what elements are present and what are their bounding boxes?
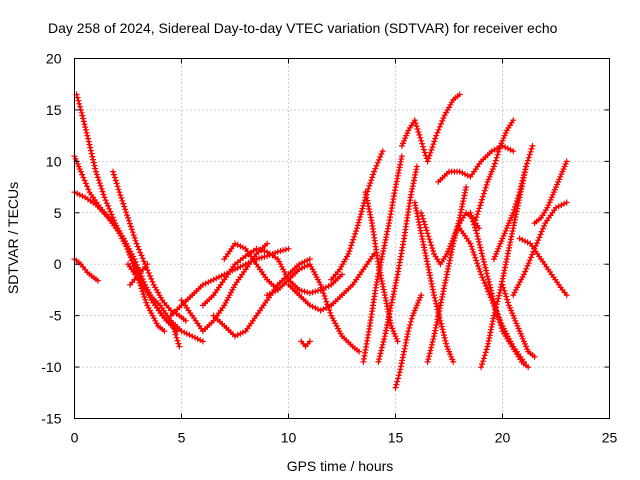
series-sat-ae	[499, 281, 538, 360]
series-markers	[375, 163, 420, 365]
series-sat-s	[375, 163, 420, 365]
series-markers	[178, 240, 271, 335]
series-sat-u	[398, 91, 463, 165]
y-tick-label: -15	[41, 411, 61, 427]
x-tick-label: 5	[178, 430, 186, 446]
series-markers	[167, 245, 292, 319]
series-markers	[471, 117, 517, 227]
series-sat-d	[71, 256, 101, 284]
y-tick-label: 20	[46, 51, 62, 67]
series-markers	[490, 142, 536, 263]
series-sat-x	[424, 184, 470, 365]
series-sat-ac	[471, 117, 517, 227]
series-markers	[199, 245, 345, 309]
y-tick-label: 10	[46, 153, 62, 169]
chart-title: Day 258 of 2024, Sidereal Day-to-day VTE…	[48, 20, 558, 36]
series-sat-i	[199, 245, 345, 309]
y-tick-label: -10	[41, 359, 61, 375]
series-sat-aa	[467, 209, 532, 371]
series-sat-o	[298, 338, 313, 350]
series-sat-k	[210, 256, 313, 340]
x-tick-label: 15	[388, 430, 404, 446]
series-markers	[298, 338, 313, 350]
y-tick-label: 5	[54, 205, 62, 221]
series-markers	[411, 199, 457, 365]
series-sat-q	[362, 189, 401, 345]
series-markers	[285, 250, 378, 314]
series-markers	[110, 168, 189, 324]
series-markers	[516, 235, 570, 299]
series-sat-m	[264, 261, 363, 355]
series-sat-t	[392, 292, 425, 391]
series-markers	[360, 153, 405, 365]
plot-frame	[74, 58, 610, 419]
series-sat-v	[411, 199, 457, 365]
data-series	[71, 91, 570, 391]
series-sat-ah	[531, 158, 570, 227]
x-tick-label: 10	[281, 430, 297, 446]
y-tick-labels: -15 -10 -5 0 5 10 15 20	[41, 51, 61, 427]
series-markers	[398, 91, 463, 165]
tick-marks	[74, 58, 610, 419]
series-sat-ad	[490, 142, 536, 263]
series-sat-n	[285, 250, 378, 314]
x-tick-label: 25	[602, 430, 618, 446]
series-sat-r	[360, 153, 405, 365]
series-markers	[127, 261, 151, 288]
series-markers	[467, 209, 532, 371]
y-axis-label: SDTVAR / TECUs	[5, 182, 21, 294]
series-markers	[392, 292, 425, 391]
series-markers	[531, 158, 570, 227]
x-tick-label: 0	[71, 430, 79, 446]
series-markers	[499, 281, 538, 360]
series-sat-l	[221, 240, 281, 293]
series-markers	[362, 189, 401, 345]
series-markers	[221, 240, 281, 293]
y-tick-label: 0	[54, 256, 62, 272]
series-sat-f	[125, 261, 206, 345]
series-markers	[424, 184, 470, 365]
x-tick-label: 20	[495, 430, 511, 446]
x-axis-label: GPS time / hours	[287, 458, 394, 474]
series-markers	[264, 261, 363, 355]
y-tick-label: -5	[49, 308, 62, 324]
y-tick-label: 15	[46, 102, 62, 118]
series-sat-g	[127, 261, 151, 288]
series-sat-ag	[510, 199, 570, 299]
series-markers	[125, 261, 206, 345]
series-markers	[435, 142, 517, 185]
series-markers	[510, 199, 570, 299]
series-sat-af	[516, 235, 570, 299]
x-tick-labels: 0 5 10 15 20 25	[71, 430, 618, 446]
